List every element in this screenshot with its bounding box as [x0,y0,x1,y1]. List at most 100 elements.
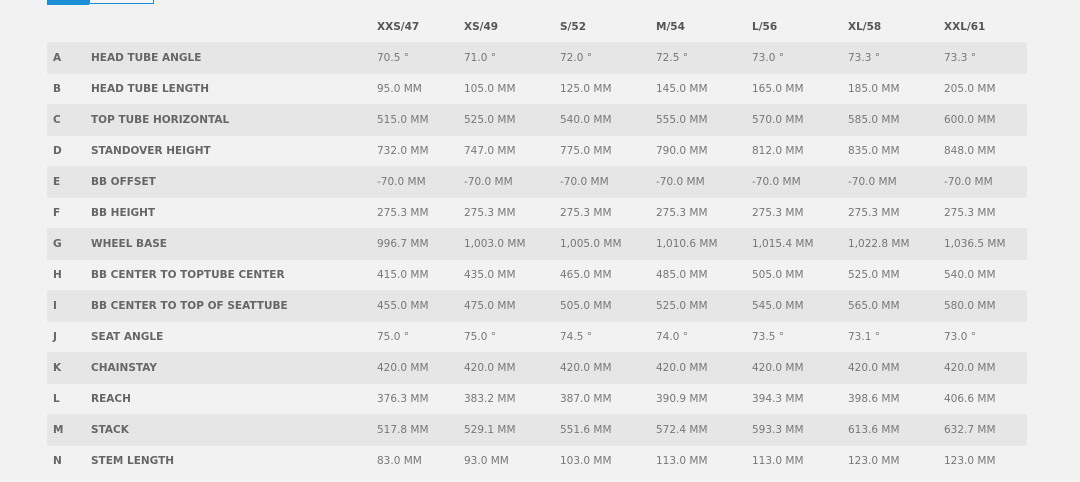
row-value: 1,022.8 MM [848,228,944,260]
row-value: 465.0 MM [560,259,656,291]
row-letter: K [47,352,91,384]
row-value: -70.0 MM [656,166,752,198]
row-letter: I [47,290,91,322]
row-value: 505.0 MM [560,290,656,322]
row-value: -70.0 MM [377,166,464,198]
row-value: 123.0 MM [944,445,1027,476]
row-label: CHAINSTAY [91,352,377,384]
row-value: 632.7 MM [944,414,1027,446]
table-row: B HEAD TUBE LENGTH 95.0 MM 105.0 MM 125.0 MM… [47,73,1027,105]
table-row: E BB OFFSET -70.0 MM -70.0 MM -70.0 MM -70.0 … [47,166,1027,198]
table-row: H BB CENTER TO TOPTUBE CENTER 415.0 MM 435.… [47,259,1027,291]
row-value: 420.0 MM [848,352,944,384]
row-value: 551.6 MM [560,414,656,446]
size-header: S/52 [560,21,587,33]
row-value: 565.0 MM [848,290,944,322]
row-value: -70.0 MM [752,166,848,198]
row-value: 275.3 MM [656,197,752,229]
row-value: 415.0 MM [377,259,464,291]
row-value: 1,003.0 MM [464,228,560,260]
row-value: -70.0 MM [944,166,1027,198]
row-value: 420.0 MM [656,352,752,384]
row-value: 376.3 MM [377,383,464,415]
row-value: 93.0 MM [464,445,560,476]
row-value: 406.6 MM [944,383,1027,415]
table-row: I BB CENTER TO TOP OF SEATTUBE 455.0 MM 475… [47,290,1027,322]
row-value: 1,015.4 MM [752,228,848,260]
row-value: 113.0 MM [752,445,848,476]
tab-active[interactable] [47,0,89,5]
tab-inactive[interactable] [89,0,154,4]
size-header: XXS/47 [377,21,420,33]
row-value: 732.0 MM [377,135,464,167]
row-value: 570.0 MM [752,104,848,136]
table-row: D STANDOVER HEIGHT 732.0 MM 747.0 MM 775.0 M… [47,135,1027,167]
row-letter: J [47,321,91,353]
row-value: 1,005.0 MM [560,228,656,260]
row-letter: L [47,383,91,415]
row-value: 848.0 MM [944,135,1027,167]
row-value: 529.1 MM [464,414,560,446]
row-value: -70.0 MM [464,166,560,198]
row-value: 996.7 MM [377,228,464,260]
table-row: L REACH 376.3 MM 383.2 MM 387.0 MM 390.9 MM 39… [47,383,1027,415]
row-value: 398.6 MM [848,383,944,415]
row-value: 812.0 MM [752,135,848,167]
row-label: SEAT ANGLE [91,321,377,353]
row-value: 747.0 MM [464,135,560,167]
row-letter: C [47,104,91,136]
row-value: 600.0 MM [944,104,1027,136]
row-letter: B [47,73,91,105]
row-value: 103.0 MM [560,445,656,476]
row-label: HEAD TUBE LENGTH [91,73,377,105]
row-value: 73.3 ° [944,42,1027,74]
size-header: M/54 [656,21,685,33]
row-value: 505.0 MM [752,259,848,291]
row-value: 123.0 MM [848,445,944,476]
row-value: 73.3 ° [848,42,944,74]
row-value: 545.0 MM [752,290,848,322]
row-label: STEM LENGTH [91,445,377,476]
row-label: STACK [91,414,377,446]
table-row: M STACK 517.8 MM 529.1 MM 551.6 MM 572.4 MM 59… [47,414,1027,446]
row-value: 74.0 ° [656,321,752,353]
row-label: TOP TUBE HORIZONTAL [91,104,377,136]
row-letter: E [47,166,91,198]
row-value: 517.8 MM [377,414,464,446]
size-header: XL/58 [848,21,882,33]
header-blank [91,12,377,43]
row-letter: N [47,445,91,476]
row-letter: H [47,259,91,291]
table-row: J SEAT ANGLE 75.0 ° 75.0 ° 74.5 ° 74.0 ° 73.5 … [47,321,1027,353]
header-row: XXS/47 XS/49 S/52 M/54 L/56 XL/58 XXL/61 [47,12,1027,43]
row-value: 580.0 MM [944,290,1027,322]
row-letter: D [47,135,91,167]
table-row: K CHAINSTAY 420.0 MM 420.0 MM 420.0 MM 420.0 … [47,352,1027,384]
row-value: 790.0 MM [656,135,752,167]
row-value: 275.3 MM [944,197,1027,229]
row-value: 515.0 MM [377,104,464,136]
row-value: 75.0 ° [377,321,464,353]
row-value: 593.3 MM [752,414,848,446]
table-row: C TOP TUBE HORIZONTAL 515.0 MM 525.0 MM 540.… [47,104,1027,136]
row-value: 83.0 MM [377,445,464,476]
row-value: 540.0 MM [560,104,656,136]
row-value: 70.5 ° [377,42,464,74]
table-row: A HEAD TUBE ANGLE 70.5 ° 71.0 ° 72.0 ° 72.5 °… [47,42,1027,74]
row-letter: F [47,197,91,229]
row-value: 555.0 MM [656,104,752,136]
row-value: 165.0 MM [752,73,848,105]
row-value: 420.0 MM [944,352,1027,384]
table-row: G WHEEL BASE 996.7 MM 1,003.0 MM 1,005.0 MM 1… [47,228,1027,260]
row-value: 1,036.5 MM [944,228,1027,260]
row-value: 835.0 MM [848,135,944,167]
size-header: L/56 [752,21,778,33]
row-label: BB CENTER TO TOP OF SEATTUBE [91,290,377,322]
row-value: 95.0 MM [377,73,464,105]
row-value: 525.0 MM [656,290,752,322]
row-letter: M [47,414,91,446]
row-value: 435.0 MM [464,259,560,291]
row-value: 72.0 ° [560,42,656,74]
row-label: REACH [91,383,377,415]
row-value: 383.2 MM [464,383,560,415]
